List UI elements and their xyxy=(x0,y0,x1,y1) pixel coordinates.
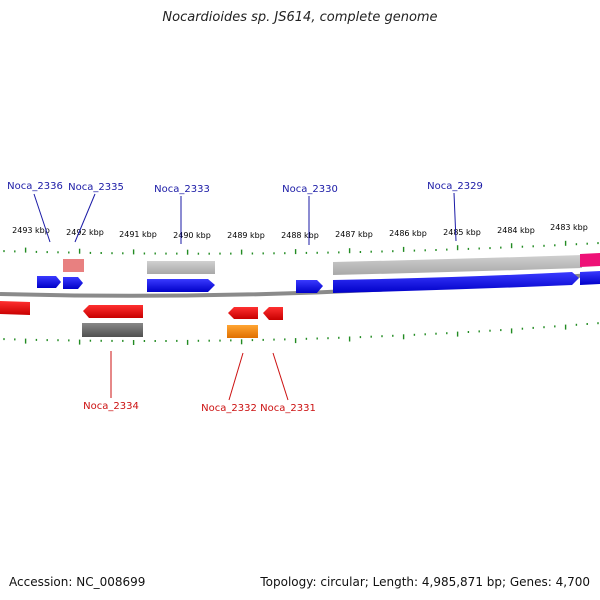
gene-label[interactable]: Noca_2333 xyxy=(154,184,210,195)
leader-line xyxy=(228,352,244,401)
gene-arrow-noca-2336[interactable] xyxy=(37,276,61,288)
gene-arrow-noca-2330[interactable] xyxy=(296,280,323,293)
genome-summary-text: Topology: circular; Length: 4,985,871 bp… xyxy=(260,575,590,589)
label-leaders xyxy=(33,192,457,401)
tick-label: 2485 kbp xyxy=(443,228,481,237)
leader-line xyxy=(33,193,51,243)
gene-arrow-noca-2333[interactable] xyxy=(147,279,215,292)
tick-label: 2484 kbp xyxy=(497,226,535,235)
gene-label[interactable]: Noca_2334 xyxy=(83,401,139,412)
map-title: Nocardioides sp. JS614, complete genome xyxy=(162,10,438,25)
gene-arrow-noca-2335[interactable] xyxy=(63,277,83,289)
gene-label[interactable]: Noca_2336 xyxy=(7,181,63,192)
rna-feature[interactable] xyxy=(82,323,143,337)
leader-line xyxy=(453,192,457,242)
gene-arrow-reverse[interactable] xyxy=(0,301,30,315)
ruler: 2493 kbp 2492 kbp 2491 kbp 2490 kbp 2489… xyxy=(12,223,588,240)
tick-label: 2483 kbp xyxy=(550,223,588,232)
leader-line xyxy=(272,352,289,401)
pink-feature[interactable] xyxy=(580,253,600,267)
gene-arrow-forward[interactable] xyxy=(580,271,600,285)
gene-arrow-noca-2334[interactable] xyxy=(83,305,143,318)
tick-label: 2488 kbp xyxy=(281,231,319,240)
rna-feature[interactable] xyxy=(227,325,258,338)
tick-label: 2490 kbp xyxy=(173,231,211,240)
gene-labels: Noca_2336 Noca_2335 Noca_2333 Noca_2330 … xyxy=(7,181,483,414)
pseudogene-feature[interactable] xyxy=(63,259,84,272)
gene-label[interactable]: Noca_2335 xyxy=(68,182,124,193)
gene-label[interactable]: Noca_2332 xyxy=(201,403,257,414)
tick-label: 2491 kbp xyxy=(119,230,157,239)
pseudogene-feature[interactable] xyxy=(147,261,215,274)
gene-arrow-noca-2331[interactable] xyxy=(263,307,283,320)
gene-arrow-noca-2332[interactable] xyxy=(228,307,258,319)
tick-label: 2489 kbp xyxy=(227,231,265,240)
accession-text: Accession: NC_008699 xyxy=(9,575,146,589)
tick-label: 2487 kbp xyxy=(335,230,373,239)
gene-label[interactable]: Noca_2330 xyxy=(282,184,338,195)
tick-row-top xyxy=(3,240,599,255)
tick-row-bottom xyxy=(3,322,599,345)
gene-arrow-noca-2329[interactable] xyxy=(333,272,579,293)
tick-label: 2492 kbp xyxy=(66,228,104,237)
leader-line xyxy=(74,193,96,243)
reverse-strand xyxy=(0,301,283,338)
forward-strand xyxy=(37,253,600,293)
tick-label: 2486 kbp xyxy=(389,229,427,238)
tick-label: 2493 kbp xyxy=(12,226,50,235)
pseudogene-feature[interactable] xyxy=(333,255,582,275)
gene-label[interactable]: Noca_2331 xyxy=(260,403,316,414)
gene-label[interactable]: Noca_2329 xyxy=(427,181,483,192)
